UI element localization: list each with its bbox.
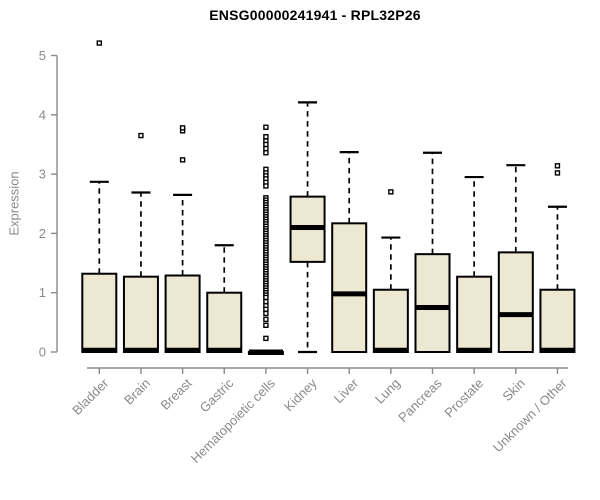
x-tick-label-pancreas: Pancreas <box>395 375 445 425</box>
box-pancreas <box>414 253 451 353</box>
chart-title: ENSG00000241941 - RPL32P26 <box>209 7 421 23</box>
x-tick-label-brain: Brain <box>121 376 153 408</box>
y-tick-label: 2 <box>39 226 46 241</box>
box-gastric <box>206 291 243 354</box>
box-unknown-other <box>539 288 576 353</box>
x-tick-label-unknown-other: Unknown / Other <box>490 375 570 455</box>
outlier-point-hematopoietic-cells <box>263 316 269 323</box>
outlier-point-hematopoietic-cells <box>263 183 269 189</box>
x-tick-label-kidney: Kidney <box>281 375 320 414</box>
x-tick-label-prostate: Prostate <box>441 376 486 421</box>
outlier-point-breast <box>179 125 186 131</box>
outlier-point-hematopoietic-cells <box>263 141 269 148</box>
outlier-point-bladder <box>96 40 103 46</box>
x-tick-label-gastric: Gastric <box>197 375 237 415</box>
outlier-point-hematopoietic-cells <box>263 150 269 156</box>
box-liver <box>331 222 368 353</box>
outlier-point-hematopoietic-cells <box>263 322 269 329</box>
y-tick-label: 0 <box>39 345 46 360</box>
x-tick-label-breast: Breast <box>158 375 195 412</box>
x-tick-label-liver: Liver <box>331 375 362 406</box>
box-bladder <box>81 272 118 353</box>
y-tick-label: 5 <box>39 48 46 63</box>
box-lung <box>372 288 409 353</box>
outlier-point-hematopoietic-cells <box>263 306 269 313</box>
x-tick-label-lung: Lung <box>372 376 403 407</box>
outlier-point-unknown-other <box>554 163 561 169</box>
outlier-point-lung <box>388 189 394 195</box>
y-tick-label: 3 <box>39 167 46 182</box>
y-tick-label: 1 <box>39 285 46 300</box>
y-tick-label: 4 <box>39 107 46 122</box>
outlier-point-breast <box>179 157 186 163</box>
outlier-point-hematopoietic-cells <box>263 335 269 342</box>
box-breast <box>164 274 201 353</box>
outlier-point-hematopoietic-cells <box>263 145 269 152</box>
box-prostate <box>456 275 493 353</box>
x-tick-label-skin: Skin <box>499 376 527 404</box>
outlier-point-hematopoietic-cells <box>263 310 269 317</box>
outlier-point-hematopoietic-cells <box>263 294 269 301</box>
box-brain <box>122 275 159 353</box>
outlier-point-unknown-other <box>554 170 561 176</box>
outlier-point-brain <box>138 132 144 139</box>
x-tick-label-bladder: Bladder <box>69 375 112 418</box>
outlier-point-hematopoietic-cells <box>263 298 269 305</box>
outlier-point-hematopoietic-cells <box>263 134 269 140</box>
outlier-point-hematopoietic-cells <box>263 124 269 130</box>
box-skin <box>497 251 534 354</box>
